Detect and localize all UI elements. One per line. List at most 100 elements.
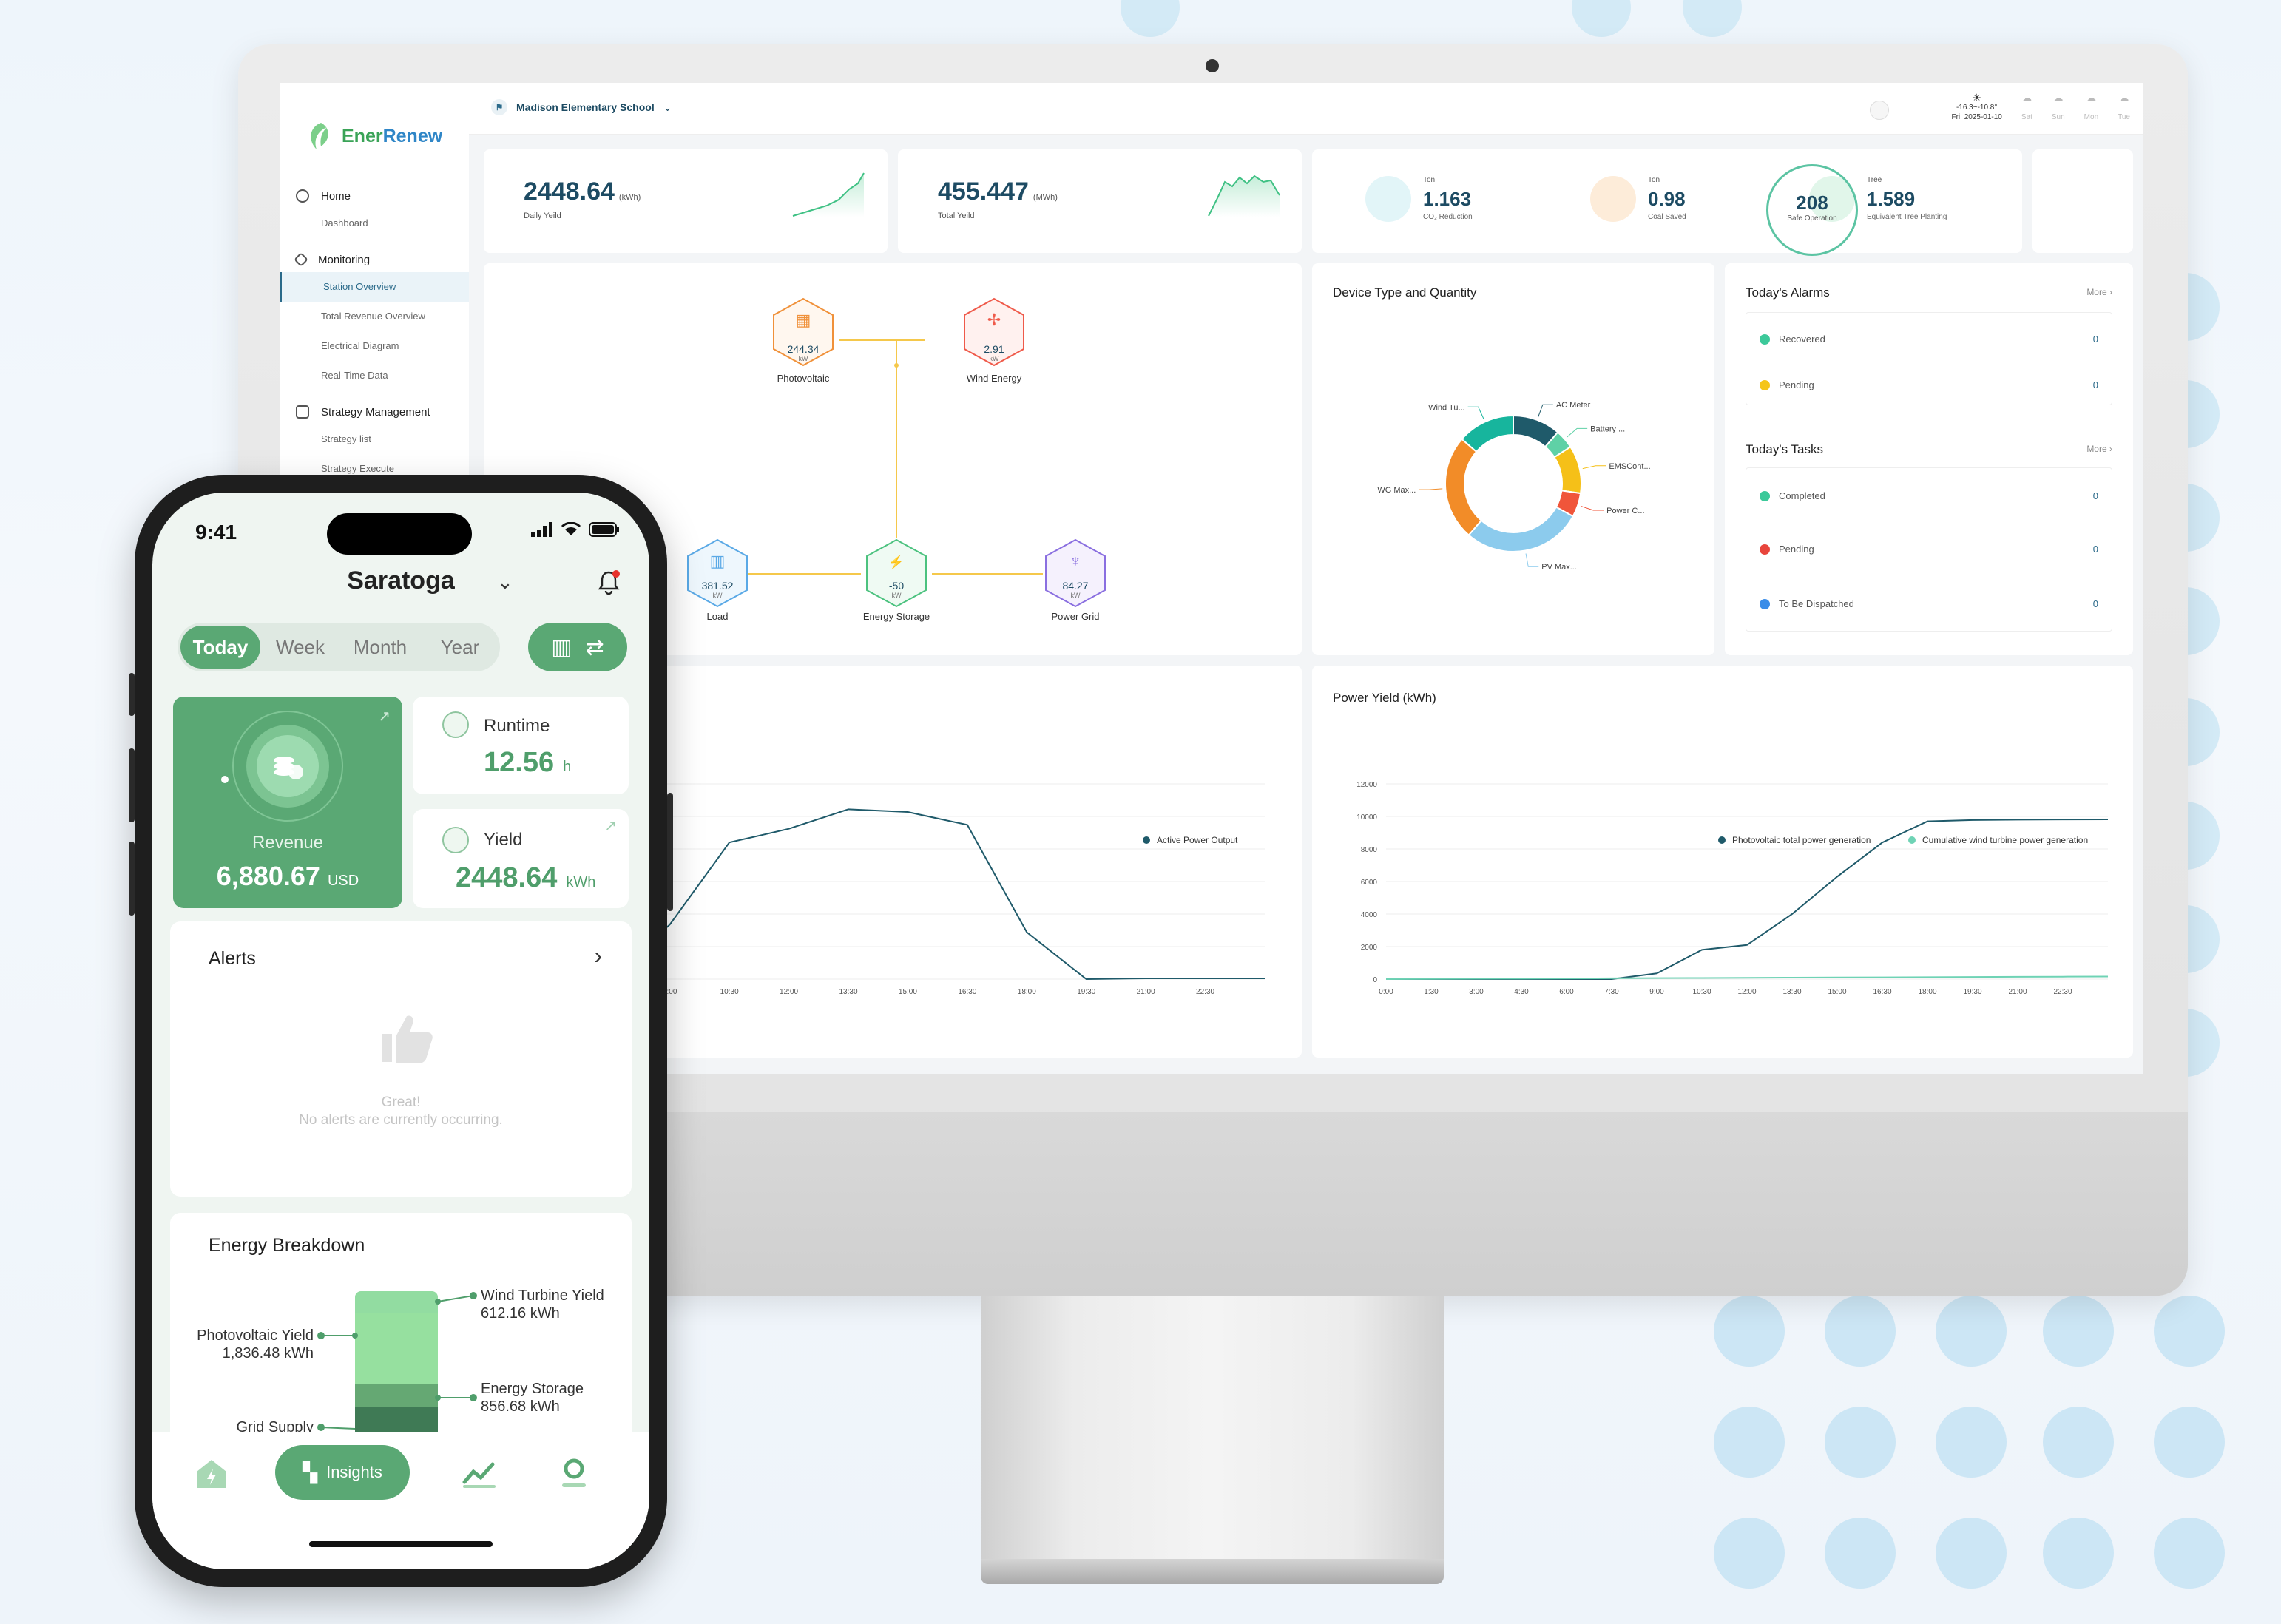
segment-year[interactable]: Year: [440, 635, 480, 658]
brand-logo[interactable]: EnerRenew: [306, 121, 442, 151]
x-tick-label: 0:00: [1379, 988, 1393, 996]
x-tick-label: 10:30: [1692, 988, 1711, 996]
user-avatar-icon[interactable]: [1870, 101, 1889, 120]
load-node: [687, 538, 748, 608]
nav-group-home: Home Dashboard: [280, 183, 469, 238]
home-tab-icon[interactable]: [195, 1458, 228, 1489]
period-segmented-control: Today Week Month Year: [178, 623, 500, 671]
cloud-icon: ☁: [2118, 92, 2129, 104]
series-line: [1385, 975, 2109, 980]
nav-home[interactable]: Home: [280, 183, 469, 209]
tasks-more-link[interactable]: More ›: [2086, 444, 2112, 454]
nav-strategy-management[interactable]: Strategy Management: [280, 399, 469, 424]
grid-node: [1045, 538, 1106, 608]
alarm-item[interactable]: Pending 0: [1760, 379, 2098, 390]
runtime-card[interactable]: Runtime 12.56 h: [413, 697, 629, 794]
revenue-card[interactable]: ↗ Revenue 6,880.67 USD: [173, 697, 402, 908]
alarms-tasks-card: Today's Alarms More › Recovered 0 Pending…: [1725, 263, 2133, 655]
x-tick-label: 16:30: [958, 988, 976, 996]
power-yield-card: Power Yield (kWh) 0 2000 4000 6000 8000 10000…: [1312, 666, 2133, 1058]
x-tick-label: 13:30: [839, 988, 857, 996]
nav-monitoring[interactable]: Monitoring: [280, 247, 469, 272]
task-item[interactable]: Completed 0: [1760, 490, 2098, 501]
status-time: 9:41: [195, 521, 237, 544]
x-tick-label: 22:30: [2053, 988, 2072, 996]
clock-icon: [442, 711, 469, 738]
alarms-list: Recovered 0 Pending 0: [1746, 312, 2112, 405]
alarm-item[interactable]: Recovered 0: [1760, 334, 2098, 345]
task-item[interactable]: To Be Dispatched 0: [1760, 598, 2098, 609]
switch-station-button[interactable]: ▥ ⇄: [528, 623, 627, 671]
trend-tab-icon[interactable]: [462, 1460, 497, 1489]
x-tick-label: 18:00: [1918, 988, 1936, 996]
donut-leader-line: [1567, 427, 1588, 438]
battery-icon: [589, 522, 619, 537]
yield-value: 2448.64 kWh: [456, 862, 596, 893]
legend-label: Active Power Output: [1157, 835, 1238, 845]
bar-storage: [355, 1384, 438, 1407]
nav-dashboard[interactable]: Dashboard: [321, 217, 368, 229]
co2-label: CO₂ Reduction: [1423, 213, 1473, 221]
device-donut-chart: AC Meter Battery ... EMSCont... Power C... P…: [1377, 401, 1650, 572]
x-tick-label: 12:00: [1737, 988, 1756, 996]
segment-today[interactable]: Today: [180, 626, 260, 669]
wind-label: Wind Energy: [966, 373, 1022, 384]
energy-breakdown-title: Energy Breakdown: [209, 1235, 365, 1256]
yield-card[interactable]: ↗ Yield 2448.64 kWh: [413, 809, 629, 908]
nav-station-overview[interactable]: Station Overview: [280, 272, 469, 302]
segment-month[interactable]: Month: [353, 635, 408, 658]
donut-label: Wind Tu...: [1428, 403, 1465, 412]
nav-strategy-list[interactable]: Strategy list: [321, 433, 371, 444]
site-title[interactable]: Saratoga: [347, 566, 455, 595]
weather-forecast: ☀ -16.3~-10.8° Fri 2025-01-10 ☁ Sat ☁ Sun …: [1951, 92, 2130, 122]
nav-group-monitoring: Monitoring Station Overview Total Revenu…: [280, 247, 469, 390]
device-type-title: Device Type and Quantity: [1333, 285, 1477, 300]
donut-label: AC Meter: [1556, 401, 1591, 410]
donut-slice: [1553, 445, 1582, 495]
x-tick-label: 3:00: [1469, 988, 1484, 996]
phone-side-button: [129, 673, 135, 716]
x-tick-label: 7:30: [1604, 988, 1619, 996]
y-tick-label: 12000: [1356, 781, 1377, 789]
runtime-value: 12.56 h: [484, 747, 572, 778]
nav-real-time-data[interactable]: Real-Time Data: [321, 370, 388, 381]
grid-value: 84.27: [1062, 580, 1089, 592]
tasks-title: Today's Tasks: [1746, 442, 1823, 456]
insights-tab[interactable]: ▚ Insights: [275, 1445, 410, 1500]
pv-value: 244.34: [787, 343, 820, 355]
nav-strategy-execute[interactable]: Strategy Execute: [321, 463, 394, 474]
revenue-label: Revenue: [251, 833, 324, 853]
expand-arrow-icon[interactable]: ↗: [378, 708, 391, 725]
chevron-down-icon[interactable]: ⌄: [497, 571, 513, 593]
nav-total-revenue-overview[interactable]: Total Revenue Overview: [321, 311, 425, 322]
nav-electrical-diagram[interactable]: Electrical Diagram: [321, 340, 399, 351]
donut-slice: [1461, 414, 1514, 453]
segment-week[interactable]: Week: [276, 635, 325, 658]
x-tick-label: 19:30: [1963, 988, 1981, 996]
donut-slice: [1444, 438, 1483, 536]
bar-pv: [355, 1313, 438, 1384]
wind-unit: kW: [989, 355, 999, 362]
svg-text:⚡: ⚡: [888, 554, 905, 570]
imac-stand: [981, 1296, 1444, 1559]
chevron-right-icon[interactable]: ›: [594, 942, 602, 969]
x-tick-label: 15:00: [899, 988, 917, 996]
cloud-icon: ☁: [2021, 92, 2032, 104]
weather-day: ☁ Mon: [2084, 92, 2099, 121]
task-item[interactable]: Pending 0: [1760, 544, 2098, 555]
bell-icon[interactable]: [596, 569, 621, 595]
alarms-more-link[interactable]: More ›: [2086, 287, 2112, 297]
phone-screen: 9:41 Saratoga ⌄ Today Week Month Year ▥ ⇄: [152, 493, 649, 1569]
revenue-value: 6,880.67 USD: [216, 861, 359, 891]
chevron-down-icon: ⌄: [663, 101, 672, 113]
station-selector[interactable]: ⚑ Madison Elementary School ⌄: [491, 99, 672, 115]
legend-marker: [1718, 836, 1726, 844]
profile-tab-icon[interactable]: [558, 1457, 590, 1489]
energy-breakdown-card: Energy Breakdown Wind Turbine Yield 612.1…: [170, 1213, 632, 1449]
x-tick-label: 13:30: [1782, 988, 1801, 996]
donut-leader-line: [1419, 488, 1443, 490]
expand-arrow-icon[interactable]: ↗: [604, 818, 617, 834]
dynamic-island: [327, 513, 472, 555]
donut-label: PV Max...: [1541, 563, 1577, 572]
cloud-icon: ☁: [2052, 92, 2064, 104]
